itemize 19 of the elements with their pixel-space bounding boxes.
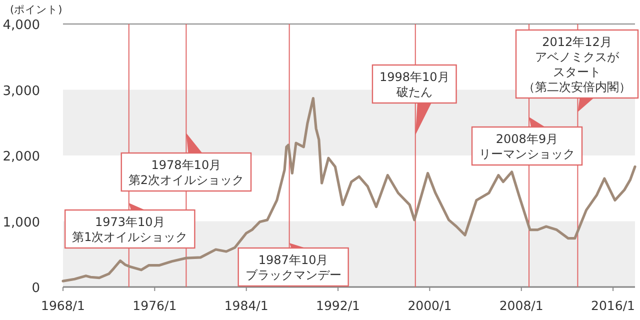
ref-line-label: 2012年12月アベノミクスがスタート（第二次安倍内閣）	[523, 35, 631, 94]
x-tick-label: 1984/1	[224, 298, 268, 313]
x-tick-label: 1976/1	[132, 298, 177, 313]
y-tick-label: 2,000	[2, 150, 40, 164]
x-tick-label: 2016/1	[591, 298, 636, 313]
y-tick-label: 4,000	[2, 18, 40, 33]
y-tick-label: 0	[32, 281, 40, 296]
ref-line-label: 1978年10月第2次オイルショック	[128, 158, 244, 187]
ref-line-label: 2008年9月リーマンショック	[479, 132, 576, 161]
x-tick-label: 2000/1	[408, 298, 452, 313]
y-axis-title: (ポイント)	[10, 4, 62, 16]
y-tick-label: 1,000	[2, 215, 40, 230]
x-tick-label: 1992/1	[316, 298, 360, 313]
ref-line-label: 1998年10月破たん	[379, 70, 450, 99]
ref-line-label: 1987年10月ブラックマンデー	[245, 253, 342, 282]
x-tick-label: 1968/1	[41, 298, 85, 313]
x-tick-label: 2008/1	[499, 298, 544, 313]
ref-line-label: 1973年10月第1次オイルショック	[72, 215, 188, 244]
y-tick-label: 3,000	[2, 84, 40, 99]
